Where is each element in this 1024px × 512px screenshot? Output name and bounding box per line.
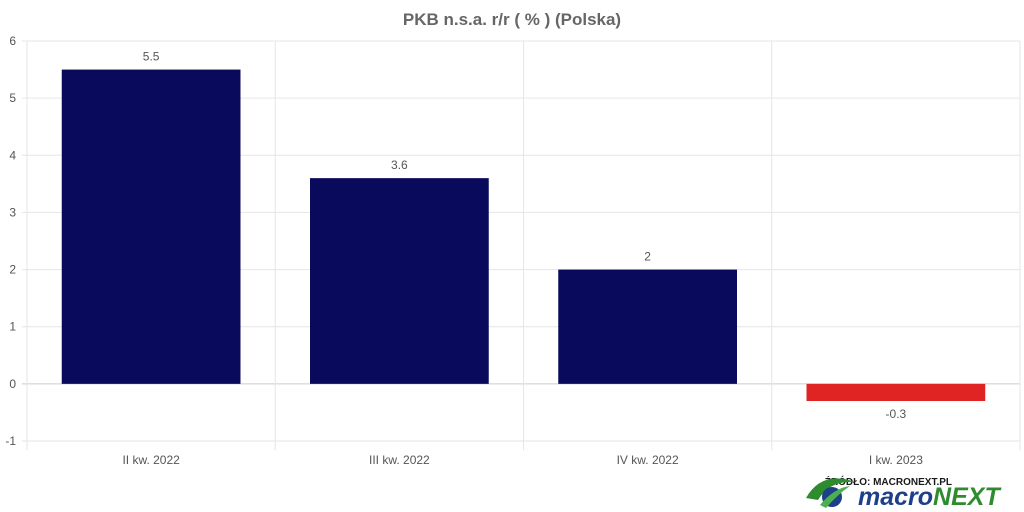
- bar-data-label: 3.6: [391, 158, 408, 172]
- source-label: ŹRÓDŁO: MACRONEXT.PL: [825, 475, 952, 488]
- x-axis-tick-labels: II kw. 2022 III kw. 2022 IV kw. 2022 I kw. …: [122, 453, 923, 467]
- x-tick-label: I kw. 2023: [869, 453, 923, 467]
- y-tick-label: 0: [9, 377, 16, 391]
- y-tick-label: 3: [9, 205, 16, 219]
- bar-data-label: 2: [644, 250, 651, 264]
- x-tick-label: III kw. 2022: [369, 453, 430, 467]
- bar: [806, 383, 986, 401]
- bar-data-label: 5.5: [143, 50, 160, 64]
- logo-text: macroNEXT: [858, 483, 1002, 511]
- bar: [558, 269, 737, 384]
- x-tick-label: II kw. 2022: [122, 453, 180, 467]
- logo-text-right: NEXT: [933, 483, 1002, 511]
- logo-text-left: macro: [858, 483, 933, 511]
- bar-data-labels: 5.5 3.6 2 -0.3: [143, 50, 907, 421]
- y-tick-label: 4: [9, 148, 16, 162]
- bar-data-label: -0.3: [886, 407, 907, 421]
- y-axis-tick-labels: -1 0 1 2 3 4 5 6: [5, 34, 16, 448]
- y-tick-label: 6: [9, 34, 16, 48]
- y-tick-label: 1: [9, 320, 16, 334]
- y-tick-label: 2: [9, 263, 16, 277]
- chart-title: PKB n.s.a. r/r ( % ) (Polska): [403, 10, 621, 29]
- source-attribution: ŹRÓDŁO: MACRONEXT.PL macroNEXT: [806, 475, 1002, 511]
- y-tick-label: 5: [9, 91, 16, 105]
- globe-swoosh-icon: [806, 478, 855, 508]
- bar: [61, 69, 241, 384]
- y-tick-label: -1: [5, 434, 16, 448]
- x-tick-label: IV kw. 2022: [617, 453, 679, 467]
- bars: [61, 69, 986, 401]
- bar: [310, 178, 489, 384]
